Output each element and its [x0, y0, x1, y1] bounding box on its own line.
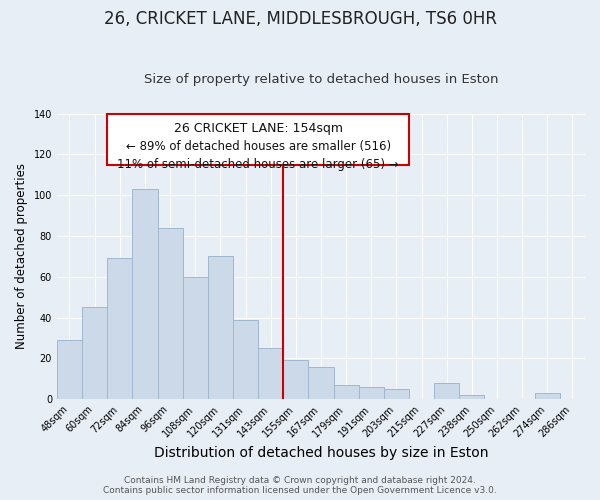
Bar — [459, 395, 484, 399]
Bar — [535, 393, 560, 399]
Bar — [57, 340, 82, 399]
Bar — [107, 258, 133, 399]
Bar — [82, 308, 107, 399]
Bar — [107, 114, 409, 164]
Text: 26 CRICKET LANE: 154sqm: 26 CRICKET LANE: 154sqm — [173, 122, 343, 134]
Title: Size of property relative to detached houses in Eston: Size of property relative to detached ho… — [144, 73, 498, 86]
Text: Contains HM Land Registry data © Crown copyright and database right 2024.
Contai: Contains HM Land Registry data © Crown c… — [103, 476, 497, 495]
Bar — [359, 387, 384, 399]
Bar — [182, 277, 208, 399]
Bar — [133, 189, 158, 399]
Bar — [233, 320, 258, 399]
Bar — [384, 389, 409, 399]
X-axis label: Distribution of detached houses by size in Eston: Distribution of detached houses by size … — [154, 446, 488, 460]
Text: ← 89% of detached houses are smaller (516): ← 89% of detached houses are smaller (51… — [125, 140, 391, 153]
Bar — [158, 228, 182, 399]
Text: 26, CRICKET LANE, MIDDLESBROUGH, TS6 0HR: 26, CRICKET LANE, MIDDLESBROUGH, TS6 0HR — [104, 10, 497, 28]
Bar — [208, 256, 233, 399]
Y-axis label: Number of detached properties: Number of detached properties — [15, 164, 28, 350]
Text: 11% of semi-detached houses are larger (65) →: 11% of semi-detached houses are larger (… — [117, 158, 399, 172]
Bar — [308, 366, 334, 399]
Bar — [334, 385, 359, 399]
Bar — [434, 383, 459, 399]
Bar — [283, 360, 308, 399]
Bar — [258, 348, 283, 399]
